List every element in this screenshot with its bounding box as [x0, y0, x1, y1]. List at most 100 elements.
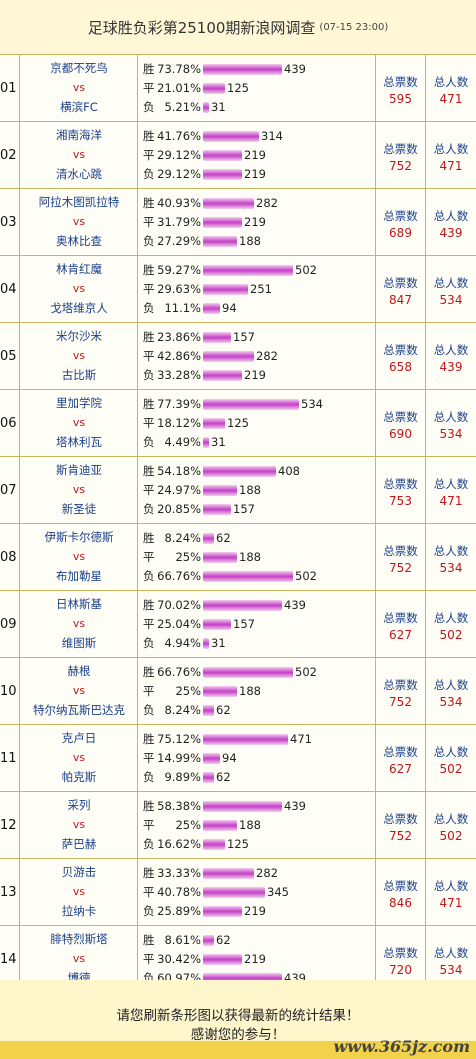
win-percent: 23.86%	[157, 330, 201, 344]
draw-label: 平	[143, 483, 155, 497]
total-people-cell: 总人数 534	[426, 658, 476, 724]
home-team[interactable]: 日林斯基	[56, 597, 102, 611]
away-team[interactable]: 拉纳卡	[61, 904, 97, 918]
win-votes: 62	[216, 933, 231, 947]
away-team[interactable]: 维图斯	[61, 636, 97, 650]
draw-votes: 125	[227, 81, 249, 95]
away-team[interactable]: 新圣徒	[61, 502, 97, 516]
loss-line: 负 16.62% 125	[143, 837, 249, 851]
total-votes-value: 595	[389, 92, 412, 106]
win-votes: 439	[284, 598, 306, 612]
loss-label: 负	[143, 167, 155, 181]
draw-bar	[203, 216, 242, 228]
home-team[interactable]: 赫根	[67, 664, 91, 678]
draw-bar	[203, 752, 220, 764]
win-label: 胜	[143, 732, 155, 746]
total-votes-label: 总票数	[383, 678, 418, 692]
away-team[interactable]: 横滨FC	[60, 100, 98, 114]
match-row: 03 阿拉木图凯拉特 vs 奥林比查 胜 40.93% 282 平 31.79% 219 负 27.2…	[0, 189, 476, 256]
home-team[interactable]: 克卢日	[61, 731, 97, 745]
draw-line: 平 29.12% 219	[143, 148, 266, 162]
home-team[interactable]: 采列	[67, 798, 91, 812]
away-team[interactable]: 萨巴赫	[61, 837, 97, 851]
home-team[interactable]: 湘南海洋	[56, 128, 102, 142]
away-team[interactable]: 清水心跳	[56, 167, 102, 181]
vote-bars-cell: 胜 77.39% 534 平 18.12% 125 负 4.49% 31	[138, 390, 376, 456]
loss-label: 负	[143, 971, 155, 985]
loss-label: 负	[143, 636, 155, 650]
home-team[interactable]: 伊斯卡尔德斯	[44, 530, 114, 544]
total-people-label: 总人数	[433, 276, 469, 290]
win-percent: 8.24%	[164, 531, 201, 545]
home-team[interactable]: 里加学院	[56, 396, 102, 410]
match-number: 08	[0, 524, 20, 590]
teams-cell: 米尔沙米 vs 古比斯	[20, 323, 138, 389]
total-people-value: 471	[439, 896, 463, 910]
away-team[interactable]: 奥林比查	[56, 234, 102, 248]
total-votes-cell: 总票数 846	[376, 859, 426, 925]
total-votes-value: 690	[389, 427, 412, 441]
match-row: 07 斯肯迪亚 vs 新圣徒 胜 54.18% 408 平 24.97% 188 负 20.85% 15…	[0, 457, 476, 524]
vs-label: vs	[72, 952, 86, 965]
total-people-value: 502	[439, 762, 463, 776]
home-team[interactable]: 贝游击	[61, 865, 97, 879]
win-line: 胜 33.33% 282	[143, 866, 278, 880]
loss-bar	[203, 570, 293, 582]
loss-votes: 188	[239, 234, 261, 248]
draw-line: 平 30.42% 219	[143, 952, 266, 966]
home-team[interactable]: 腓特烈斯塔	[50, 932, 108, 946]
loss-line: 负 66.76% 502	[143, 569, 317, 583]
win-label: 胜	[143, 129, 155, 143]
home-team[interactable]: 京都不死鸟	[50, 61, 108, 75]
vs-label: vs	[72, 550, 86, 563]
match-row: 04 林肯红魔 vs 戈塔维京人 胜 59.27% 502 平 29.63% 251 负 11.1% 9…	[0, 256, 476, 323]
loss-label: 负	[143, 837, 155, 851]
draw-label: 平	[143, 416, 155, 430]
away-team[interactable]: 特尔纳瓦斯巴达克	[33, 703, 125, 717]
draw-votes: 219	[244, 215, 266, 229]
away-team[interactable]: 戈塔维京人	[50, 301, 108, 315]
footer: 请您刷新条形图以获得最新的统计结果！ 感谢您的参与！ www.365jz.com	[0, 980, 476, 1059]
win-bar	[203, 532, 214, 544]
footer-strip	[0, 1041, 476, 1059]
total-people-cell: 总人数 502	[426, 725, 476, 791]
total-votes-cell: 总票数 752	[376, 792, 426, 858]
total-people-label: 总人数	[433, 812, 469, 826]
loss-bar	[203, 101, 209, 113]
win-percent: 41.76%	[157, 129, 201, 143]
loss-bar	[203, 972, 282, 984]
match-row: 05 米尔沙米 vs 古比斯 胜 23.86% 157 平 42.86% 282 负 33.28% 21…	[0, 323, 476, 390]
draw-bar	[203, 685, 237, 697]
win-votes: 439	[284, 799, 306, 813]
win-bar	[203, 733, 288, 745]
draw-bar	[203, 886, 265, 898]
away-team[interactable]: 帕克斯	[61, 770, 97, 784]
home-team[interactable]: 米尔沙米	[56, 329, 102, 343]
home-team[interactable]: 阿拉木图凯拉特	[38, 195, 120, 209]
page-header: 足球胜负彩第25100期新浪网调查 (07-15 23:00)	[0, 0, 476, 55]
draw-label: 平	[143, 684, 155, 698]
match-number: 13	[0, 859, 20, 925]
away-team[interactable]: 布加勒星	[56, 569, 102, 583]
vote-bars-cell: 胜 75.12% 471 平 14.99% 94 负 9.89% 62	[138, 725, 376, 791]
total-votes-label: 总票数	[383, 946, 418, 960]
home-team[interactable]: 林肯红魔	[56, 262, 102, 276]
loss-label: 负	[143, 770, 155, 784]
draw-percent: 25%	[175, 818, 201, 832]
total-people-value: 471	[439, 92, 463, 106]
draw-line: 平 25.04% 157	[143, 617, 255, 631]
away-team[interactable]: 古比斯	[61, 368, 97, 382]
win-label: 胜	[143, 397, 155, 411]
loss-label: 负	[143, 502, 155, 516]
loss-line: 负 11.1% 94	[143, 301, 237, 315]
match-number: 04	[0, 256, 20, 322]
draw-bar	[203, 149, 242, 161]
total-votes-label: 总票数	[383, 75, 418, 89]
total-votes-label: 总票数	[383, 142, 418, 156]
match-row: 08 伊斯卡尔德斯 vs 布加勒星 胜 8.24% 62 平 25% 188 负 66.76% 502 总…	[0, 524, 476, 591]
loss-percent: 4.94%	[164, 636, 201, 650]
away-team[interactable]: 塔林利瓦	[56, 435, 102, 449]
win-percent: 40.93%	[157, 196, 201, 210]
home-team[interactable]: 斯肯迪亚	[56, 463, 102, 477]
draw-label: 平	[143, 751, 155, 765]
